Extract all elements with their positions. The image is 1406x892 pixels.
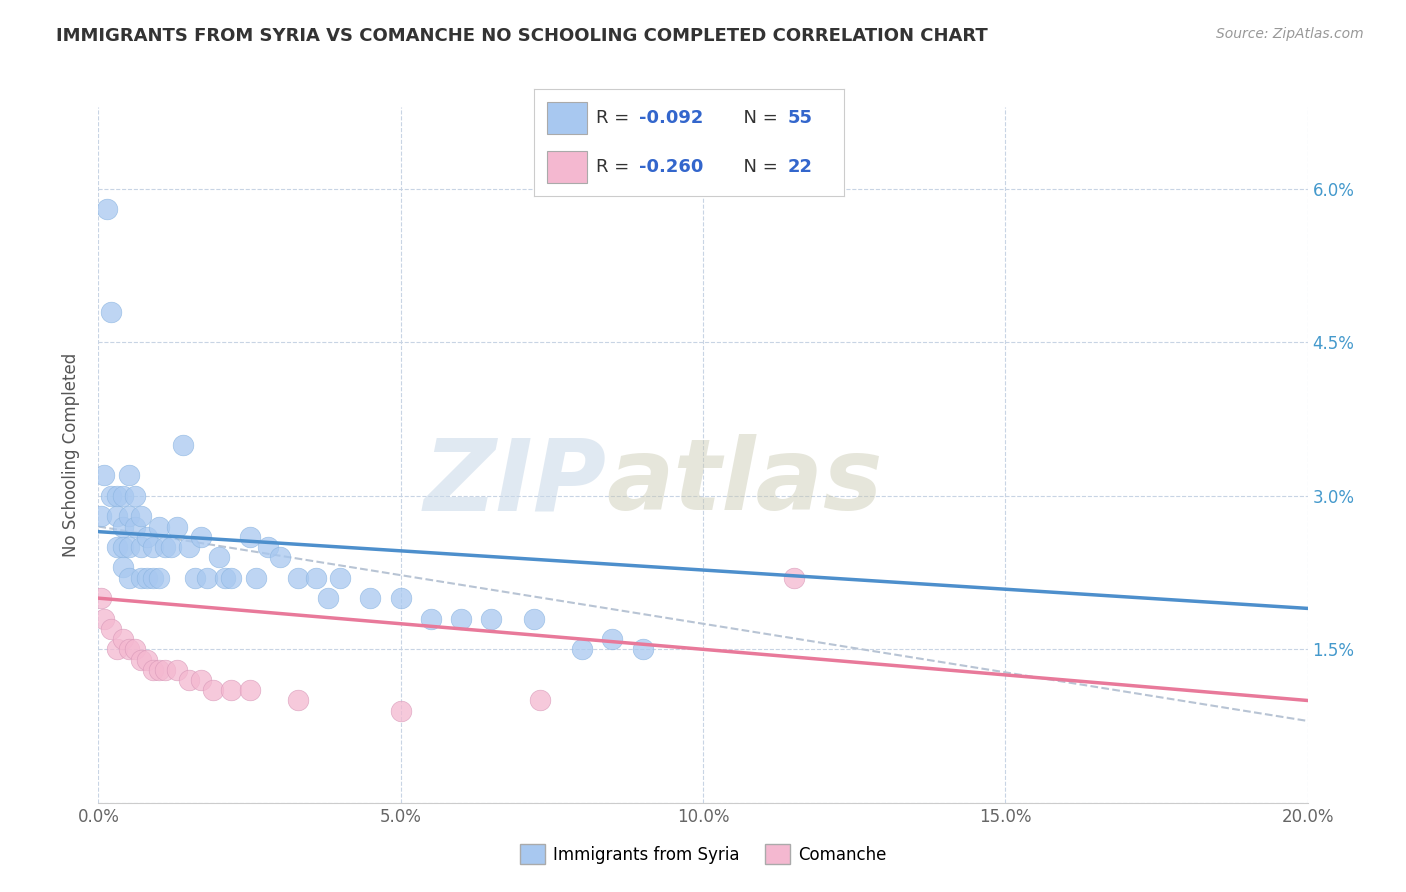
Point [602,632,624,646]
Point [245,571,267,585]
Point [360,591,382,606]
FancyBboxPatch shape [547,152,586,184]
Point [124,489,146,503]
Point [135,530,157,544]
Point [124,642,146,657]
Point [148,663,170,677]
Text: ZIP: ZIP [423,434,606,532]
Point [142,540,165,554]
Y-axis label: No Schooling Completed: No Schooling Completed [62,353,80,557]
Point [481,612,503,626]
Point [269,550,291,565]
Legend: Immigrants from Syria, Comanche: Immigrants from Syria, Comanche [513,838,893,871]
Point [105,642,128,657]
Point [529,693,551,707]
Text: R =: R = [596,159,636,177]
Point [166,519,188,533]
Point [153,540,176,554]
Point [105,489,128,503]
Point [111,632,134,646]
Point [172,438,194,452]
Point [202,683,225,698]
Point [287,693,309,707]
Point [329,571,352,585]
Point [129,540,152,554]
Point [100,622,122,636]
Point [129,652,152,666]
Text: 22: 22 [787,159,813,177]
Point [118,642,141,657]
Point [305,571,328,585]
Point [389,591,412,606]
Point [389,704,412,718]
Point [571,642,593,657]
Point [90,591,112,606]
Point [256,540,278,554]
Point [179,673,201,687]
Point [135,652,157,666]
Point [420,612,443,626]
Point [214,571,236,585]
Point [118,540,141,554]
Point [124,519,146,533]
Point [631,642,654,657]
Point [111,540,134,554]
Point [450,612,472,626]
Text: Source: ZipAtlas.com: Source: ZipAtlas.com [1216,27,1364,41]
Point [179,540,201,554]
Point [148,519,170,533]
Point [153,663,176,677]
Point [166,663,188,677]
Point [316,591,339,606]
Point [129,509,152,524]
FancyBboxPatch shape [547,102,586,134]
Text: N =: N = [733,159,783,177]
Point [100,304,122,318]
Point [129,571,152,585]
Text: R =: R = [596,109,636,127]
Point [190,530,212,544]
Point [111,560,134,574]
Text: N =: N = [733,109,783,127]
Point [523,612,546,626]
Point [190,673,212,687]
Point [105,509,128,524]
Point [148,571,170,585]
Point [90,509,112,524]
Text: -0.092: -0.092 [640,109,704,127]
Point [142,571,165,585]
Text: atlas: atlas [606,434,883,532]
Point [96,202,118,217]
Point [111,489,134,503]
Point [118,571,141,585]
Point [118,509,141,524]
Point [184,571,207,585]
Point [239,530,262,544]
Point [135,571,157,585]
Text: IMMIGRANTS FROM SYRIA VS COMANCHE NO SCHOOLING COMPLETED CORRELATION CHART: IMMIGRANTS FROM SYRIA VS COMANCHE NO SCH… [56,27,988,45]
Point [118,468,141,483]
Point [221,683,243,698]
Point [239,683,262,698]
Text: -0.260: -0.260 [640,159,704,177]
Point [142,663,165,677]
Point [287,571,309,585]
Point [100,489,122,503]
Point [111,519,134,533]
Point [105,540,128,554]
Point [783,571,806,585]
Text: 55: 55 [787,109,813,127]
Point [208,550,231,565]
Point [93,612,115,626]
Point [195,571,218,585]
Point [160,540,183,554]
Point [221,571,243,585]
Point [93,468,115,483]
